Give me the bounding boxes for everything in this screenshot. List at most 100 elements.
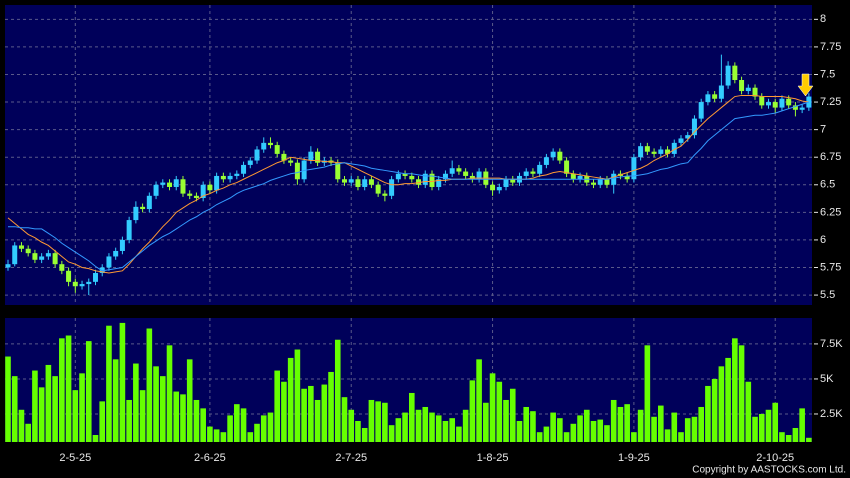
volume-bar bbox=[698, 406, 704, 442]
volume-bar bbox=[489, 373, 496, 442]
volume-bar bbox=[738, 345, 745, 442]
candle-body bbox=[32, 253, 38, 260]
volume-bar bbox=[772, 402, 779, 442]
volume-bar bbox=[732, 338, 738, 442]
volume-bar bbox=[718, 366, 725, 442]
candle-body bbox=[106, 256, 112, 268]
candle-body bbox=[5, 264, 11, 268]
volume-bar bbox=[72, 390, 79, 442]
candle-body bbox=[557, 151, 563, 161]
volume-bar bbox=[153, 366, 159, 442]
volume-bar bbox=[449, 418, 455, 442]
candle-body bbox=[564, 160, 570, 174]
candle-body bbox=[691, 118, 697, 136]
volume-bar bbox=[516, 420, 523, 442]
volume-bar bbox=[678, 432, 684, 442]
candle-body bbox=[355, 179, 361, 187]
candle-body bbox=[604, 179, 610, 185]
marks: 5.5 5.75 6 6.25 6.5 6.75 7 7.25 7.5 7.75 8 2.5K 5K 7.… bbox=[5, 5, 843, 464]
candle-body bbox=[591, 182, 597, 185]
volume-bar bbox=[139, 390, 146, 442]
candle-body bbox=[274, 145, 280, 154]
candle-body bbox=[537, 164, 543, 174]
volume-bar bbox=[658, 405, 664, 442]
candle-body bbox=[119, 239, 125, 251]
volume-bar bbox=[348, 409, 355, 442]
volume-bar bbox=[112, 359, 119, 442]
volume-bar bbox=[570, 423, 577, 442]
candle-body bbox=[503, 179, 509, 187]
candle-body bbox=[624, 175, 630, 180]
candle-body bbox=[490, 184, 496, 191]
volume-bar bbox=[543, 426, 550, 442]
volume-bar bbox=[341, 397, 348, 442]
x-tick-label: 1-9-25 bbox=[618, 452, 650, 464]
copyright: Copyright by AASTOCKS.com Ltd. bbox=[692, 465, 846, 476]
candle-body bbox=[12, 245, 18, 265]
volume-bar bbox=[234, 404, 240, 442]
volume-bar bbox=[610, 399, 617, 442]
x-tick-label: 1-8-25 bbox=[477, 452, 509, 464]
volume-bar bbox=[213, 429, 220, 442]
volume-bar bbox=[59, 338, 65, 442]
candle-body bbox=[180, 179, 186, 194]
volume-bar bbox=[308, 385, 314, 442]
y-tick-label: 7.5 bbox=[820, 68, 835, 80]
volume-bar bbox=[247, 432, 254, 442]
volume-bar bbox=[644, 345, 651, 442]
volume-bar bbox=[355, 420, 361, 442]
volume-bar bbox=[106, 325, 112, 442]
candle-body bbox=[705, 94, 711, 103]
candle-body bbox=[395, 173, 401, 180]
volume-bar bbox=[85, 341, 92, 442]
candle-body bbox=[442, 173, 448, 180]
candle-body bbox=[792, 105, 798, 110]
candle-body bbox=[18, 245, 24, 249]
volume-bar bbox=[476, 359, 482, 442]
candle-body bbox=[153, 184, 159, 196]
volume-bar bbox=[328, 371, 334, 442]
signal-arrow bbox=[797, 73, 814, 97]
y-tick-label: 8 bbox=[820, 13, 826, 25]
candle-body bbox=[718, 85, 724, 99]
volume-bar bbox=[563, 432, 570, 442]
volume-bar bbox=[173, 391, 180, 442]
x-tick-label: 2-5-25 bbox=[59, 452, 91, 464]
volume-bar bbox=[260, 415, 267, 442]
candle-body bbox=[294, 162, 300, 180]
candle-body bbox=[765, 102, 771, 106]
volume-bar bbox=[429, 412, 435, 442]
candle-body bbox=[368, 179, 374, 185]
volume-bar bbox=[166, 345, 173, 442]
volume-bar bbox=[254, 423, 260, 442]
candle-body bbox=[799, 107, 805, 110]
volume-bar bbox=[631, 432, 637, 442]
candle-body bbox=[247, 160, 253, 165]
volume-bar bbox=[301, 388, 307, 442]
volume-bar bbox=[557, 418, 563, 442]
volume-bar bbox=[287, 357, 294, 442]
volume-bar bbox=[462, 409, 469, 442]
candle-body bbox=[739, 80, 745, 92]
price-panel bbox=[5, 5, 812, 305]
volume-bar bbox=[193, 399, 200, 442]
volume-bar bbox=[79, 373, 85, 442]
candle-body bbox=[698, 102, 704, 119]
volume-bar bbox=[442, 420, 449, 442]
volume-bar bbox=[159, 376, 166, 442]
volume-bar bbox=[483, 402, 489, 442]
candle-body bbox=[510, 179, 516, 183]
candle-body bbox=[52, 253, 58, 265]
volume-bar bbox=[752, 416, 758, 442]
candle-body bbox=[597, 179, 603, 185]
candle-body bbox=[39, 256, 45, 260]
moving-average-line bbox=[8, 101, 810, 272]
volume-bar bbox=[402, 412, 408, 442]
candle-body bbox=[496, 186, 502, 191]
volume-bar bbox=[456, 426, 462, 442]
candle-body bbox=[550, 151, 556, 158]
candle-body bbox=[308, 151, 314, 161]
volume-bar bbox=[799, 408, 805, 442]
candle-body bbox=[267, 142, 273, 146]
